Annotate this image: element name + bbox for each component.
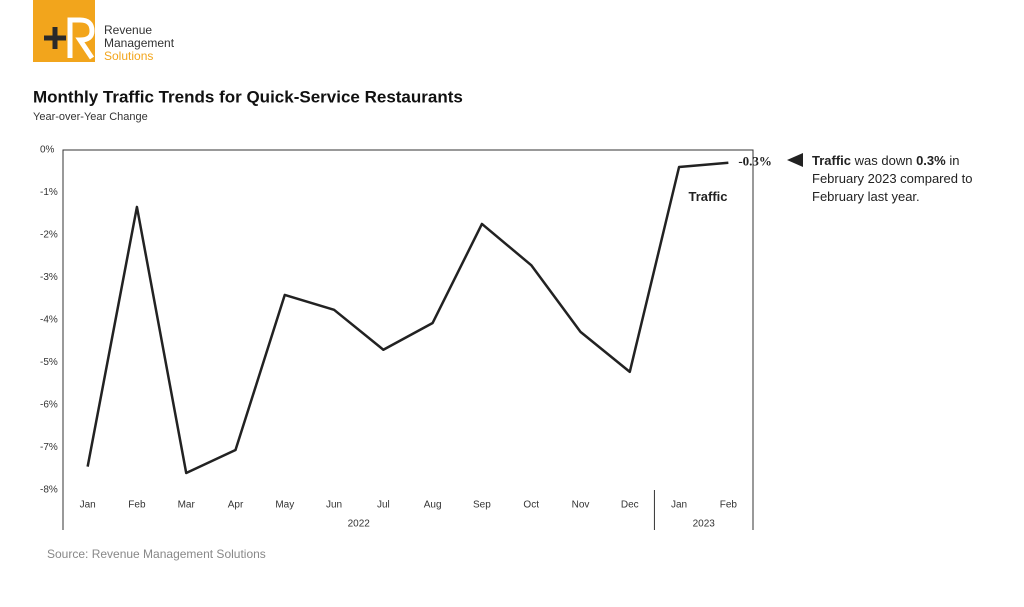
series-label: Traffic xyxy=(688,189,727,204)
x-tick-label: Sep xyxy=(473,500,491,511)
annotation-arrow xyxy=(787,153,803,167)
y-tick-label: -5% xyxy=(40,357,58,368)
x-tick-label: Feb xyxy=(720,500,738,511)
y-tick-label: 0% xyxy=(40,145,55,156)
y-tick-label: -8% xyxy=(40,485,58,496)
plot-frame xyxy=(62,149,754,490)
x-tick-label: Jun xyxy=(326,500,342,511)
logo-text: Solutions xyxy=(104,49,153,63)
value-label: -0.3% xyxy=(738,154,772,169)
logo-mark xyxy=(33,0,95,62)
y-tick-label: -2% xyxy=(40,230,58,241)
annotation-part: in February 2023 compared to February la… xyxy=(812,153,973,204)
x-tick-label: Aug xyxy=(424,500,442,511)
logo-plus xyxy=(44,27,66,49)
x-tick-label: Oct xyxy=(523,500,539,511)
source: Source: Revenue Management Solutions xyxy=(47,547,266,561)
annotation-part: 0.3% xyxy=(916,153,946,168)
annotation-part: was down xyxy=(851,153,917,168)
logo-r xyxy=(67,17,95,60)
x-tick-label: Nov xyxy=(572,500,590,511)
x-tick-label: Dec xyxy=(621,500,639,511)
logo-text: Management xyxy=(104,36,175,50)
series-line xyxy=(86,161,729,475)
annotation-part: Traffic xyxy=(812,153,852,168)
y-tick-label: -7% xyxy=(40,442,58,453)
x-tick-label: Feb xyxy=(128,500,146,511)
y-tick-label: -1% xyxy=(40,187,58,198)
x-tick-label: Apr xyxy=(228,500,244,511)
y-tick-label: -3% xyxy=(40,272,58,283)
x-tick-label: Mar xyxy=(178,500,196,511)
group-label: 2023 xyxy=(693,519,716,530)
annotation: Traffic was down 0.3% in February 2023 c… xyxy=(812,152,1012,206)
x-tick-label: Jan xyxy=(671,500,687,511)
x-tick-label: Jan xyxy=(80,500,96,511)
y-tick-label: -6% xyxy=(40,400,58,411)
x-tick-label: May xyxy=(275,500,294,511)
group-label: 2022 xyxy=(348,519,371,530)
chart-subtitle: Year-over-Year Change xyxy=(33,111,148,123)
x-tick-label: Jul xyxy=(377,500,390,511)
logo-text: Revenue xyxy=(104,23,152,37)
chart-title: Monthly Traffic Trends for Quick-Service… xyxy=(33,87,463,106)
logo: Revenue Management Solutions xyxy=(33,0,175,63)
y-tick-label: -4% xyxy=(40,315,58,326)
